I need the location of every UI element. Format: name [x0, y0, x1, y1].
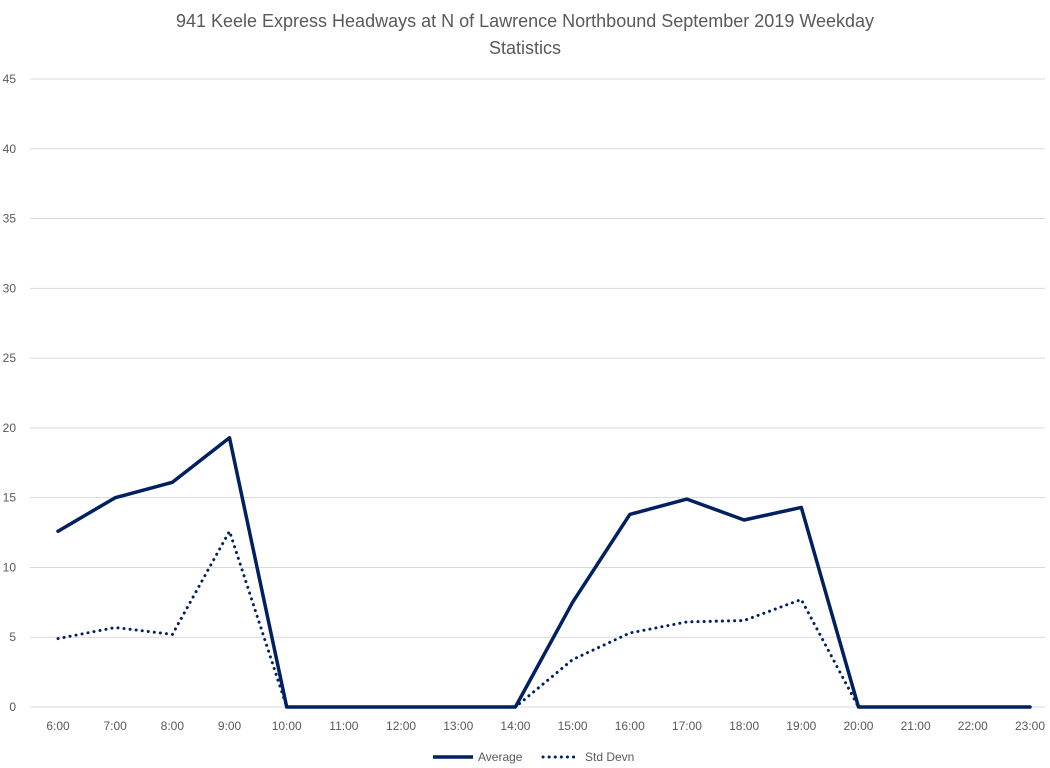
x-tick-label: 9:00 [218, 719, 242, 733]
y-tick-label: 30 [3, 281, 17, 295]
x-tick-label: 16:00 [615, 719, 645, 733]
data-point-std-devn [971, 706, 974, 709]
data-point-std-devn [628, 632, 631, 635]
data-point-average [114, 496, 117, 499]
data-point-std-devn [914, 706, 917, 709]
y-tick-label: 0 [9, 700, 16, 714]
data-point-std-devn [400, 706, 403, 709]
gridlines [30, 78, 1045, 638]
x-tick-label: 15:00 [558, 719, 588, 733]
data-point-std-devn [685, 620, 688, 623]
data-point-std-devn [857, 706, 860, 709]
y-tick-label: 40 [3, 142, 17, 156]
data-point-std-devn [228, 530, 231, 533]
series-line-average [56, 435, 1032, 709]
x-tick-label: 18:00 [729, 719, 759, 733]
x-tick-label: 23:00 [1015, 719, 1045, 733]
chart-title-line-2: Statistics [488, 38, 562, 58]
data-point-average [171, 481, 174, 484]
series-line-std-devn [56, 529, 1032, 709]
data-point-std-devn [57, 637, 60, 640]
x-tick-label: 7:00 [103, 719, 127, 733]
y-tick-label: 45 [3, 72, 17, 86]
x-tick-label: 8:00 [161, 719, 185, 733]
y-tick-label: 5 [9, 630, 16, 644]
data-point-std-devn [571, 658, 574, 661]
data-point-average [685, 498, 688, 501]
y-tick-label: 20 [3, 421, 17, 435]
x-tick-label: 13:00 [443, 719, 473, 733]
chart-title-line-1: 941 Keele Express Headways at N of Lawre… [175, 11, 875, 31]
x-tick-label: 14:00 [500, 719, 530, 733]
data-point-std-devn [514, 706, 517, 709]
data-point-std-devn [800, 598, 803, 601]
data-point-average [571, 601, 574, 604]
x-tick-label: 21:00 [901, 719, 931, 733]
x-tick-label: 17:00 [672, 719, 702, 733]
y-tick-label: 25 [3, 351, 17, 365]
x-tick-label: 12:00 [386, 719, 416, 733]
data-point-average [57, 530, 60, 533]
x-tick-label: 10:00 [272, 719, 302, 733]
data-point-average [743, 518, 746, 521]
data-point-average [228, 436, 231, 439]
data-point-average [800, 506, 803, 509]
data-point-average [628, 513, 631, 516]
x-tick-label: 19:00 [786, 719, 816, 733]
x-tick-label: 22:00 [958, 719, 988, 733]
data-point-std-devn [743, 619, 746, 622]
data-point-std-devn [114, 626, 117, 629]
axes: 0 5 10 15 20 25 30 35 40 45 6:00 7:00 8:00 9:00 10:00 1… [3, 72, 1046, 733]
legend-label-std-devn: Std Devn [585, 750, 634, 764]
y-tick-label: 35 [3, 212, 17, 226]
data-point-std-devn [457, 706, 460, 709]
data-point-std-devn [1029, 706, 1032, 709]
legend-label-average: Average [478, 750, 523, 764]
y-tick-label: 15 [3, 491, 17, 505]
data-point-std-devn [342, 706, 345, 709]
data-point-std-devn [285, 706, 288, 709]
x-tick-label: 11:00 [329, 719, 358, 733]
series-lines [56, 435, 1032, 709]
data-point-std-devn [171, 633, 174, 636]
x-tick-label: 20:00 [843, 719, 873, 733]
x-tick-label: 6:00 [46, 719, 70, 733]
y-tick-label: 10 [3, 560, 17, 574]
chart-title: 941 Keele Express Headways at N of Lawre… [0, 8, 1050, 62]
legend: Average Std Devn [433, 750, 634, 764]
